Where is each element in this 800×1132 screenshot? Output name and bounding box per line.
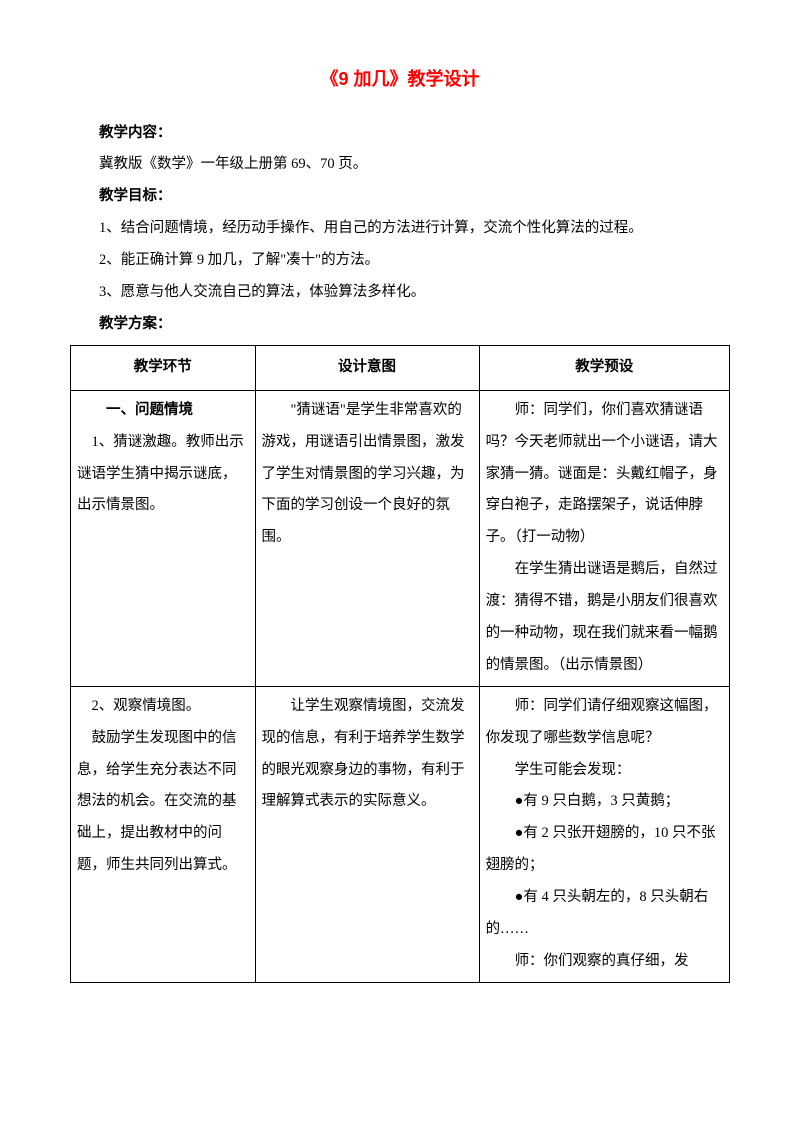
header-intent: 设计意图: [255, 345, 479, 390]
intent-cell-2: 让学生观察情境图，交流发现的信息，有利于培养学生数学的眼光观察身边的事物，有利于…: [255, 686, 479, 982]
preset-text: 学生可能会发现：: [486, 755, 723, 787]
stage-heading: 一、问题情境: [77, 395, 249, 427]
stage-cell-1: 一、问题情境 1、猜谜激趣。教师出示谜语学生猜中揭示谜底，出示情景图。: [71, 390, 256, 686]
plan-label: 教学方案：: [70, 309, 730, 341]
preset-bullet: ●有 9 只白鹅，3 只黄鹅；: [486, 786, 723, 818]
stage-text: 1、猜谜激趣。教师出示谜语学生猜中揭示谜底，出示情景图。: [77, 427, 249, 523]
preset-cell-2: 师：同学们请仔细观察这幅图，你发现了哪些数学信息呢？ 学生可能会发现： ●有 9…: [479, 686, 729, 982]
intent-cell-1: "猜谜语"是学生非常喜欢的游戏，用谜语引出情景图，激发了学生对情景图的学习兴趣，…: [255, 390, 479, 686]
table-row: 2、观察情境图。 鼓励学生发现图中的信息，给学生充分表达不同想法的机会。在交流的…: [71, 686, 730, 982]
preset-bullet: ●有 4 只头朝左的，8 只头朝右的……: [486, 882, 723, 946]
preset-text: 师：你们观察的真仔细，发: [486, 946, 723, 978]
header-stage: 教学环节: [71, 345, 256, 390]
stage-text: 鼓励学生发现图中的信息，给学生充分表达不同想法的机会。在交流的基础上，提出教材中…: [77, 723, 249, 882]
stage-cell-2: 2、观察情境图。 鼓励学生发现图中的信息，给学生充分表达不同想法的机会。在交流的…: [71, 686, 256, 982]
goal-item-2: 2、能正确计算 9 加几，了解"凑十"的方法。: [70, 245, 730, 277]
intent-text: "猜谜语"是学生非常喜欢的游戏，用谜语引出情景图，激发了学生对情景图的学习兴趣，…: [262, 395, 473, 554]
table-row: 一、问题情境 1、猜谜激趣。教师出示谜语学生猜中揭示谜底，出示情景图。 "猜谜语…: [71, 390, 730, 686]
document-title: 《9 加几》教学设计: [70, 60, 730, 100]
header-preset: 教学预设: [479, 345, 729, 390]
goal-item-1: 1、结合问题情境，经历动手操作、用自己的方法进行计算，交流个性化算法的过程。: [70, 213, 730, 245]
preset-cell-1: 师：同学们，你们喜欢猜谜语吗？今天老师就出一个小谜语，请大家猜一猜。谜面是：头戴…: [479, 390, 729, 686]
preset-text: 师：同学们请仔细观察这幅图，你发现了哪些数学信息呢？: [486, 691, 723, 755]
lesson-plan-table: 教学环节 设计意图 教学预设 一、问题情境 1、猜谜激趣。教师出示谜语学生猜中揭…: [70, 345, 730, 983]
table-header-row: 教学环节 设计意图 教学预设: [71, 345, 730, 390]
stage-text: 2、观察情境图。: [77, 691, 249, 723]
content-text: 冀教版《数学》一年级上册第 69、70 页。: [70, 149, 730, 181]
goal-item-3: 3、愿意与他人交流自己的算法，体验算法多样化。: [70, 277, 730, 309]
goal-label: 教学目标：: [70, 181, 730, 213]
preset-text: 师：同学们，你们喜欢猜谜语吗？今天老师就出一个小谜语，请大家猜一猜。谜面是：头戴…: [486, 395, 723, 554]
intent-text: 让学生观察情境图，交流发现的信息，有利于培养学生数学的眼光观察身边的事物，有利于…: [262, 691, 473, 819]
preset-bullet: ●有 2 只张开翅膀的，10 只不张翅膀的；: [486, 818, 723, 882]
content-label: 教学内容：: [70, 118, 730, 150]
preset-text: 在学生猜出谜语是鹅后，自然过渡：猜得不错，鹅是小朋友们很喜欢的一种动物，现在我们…: [486, 554, 723, 682]
